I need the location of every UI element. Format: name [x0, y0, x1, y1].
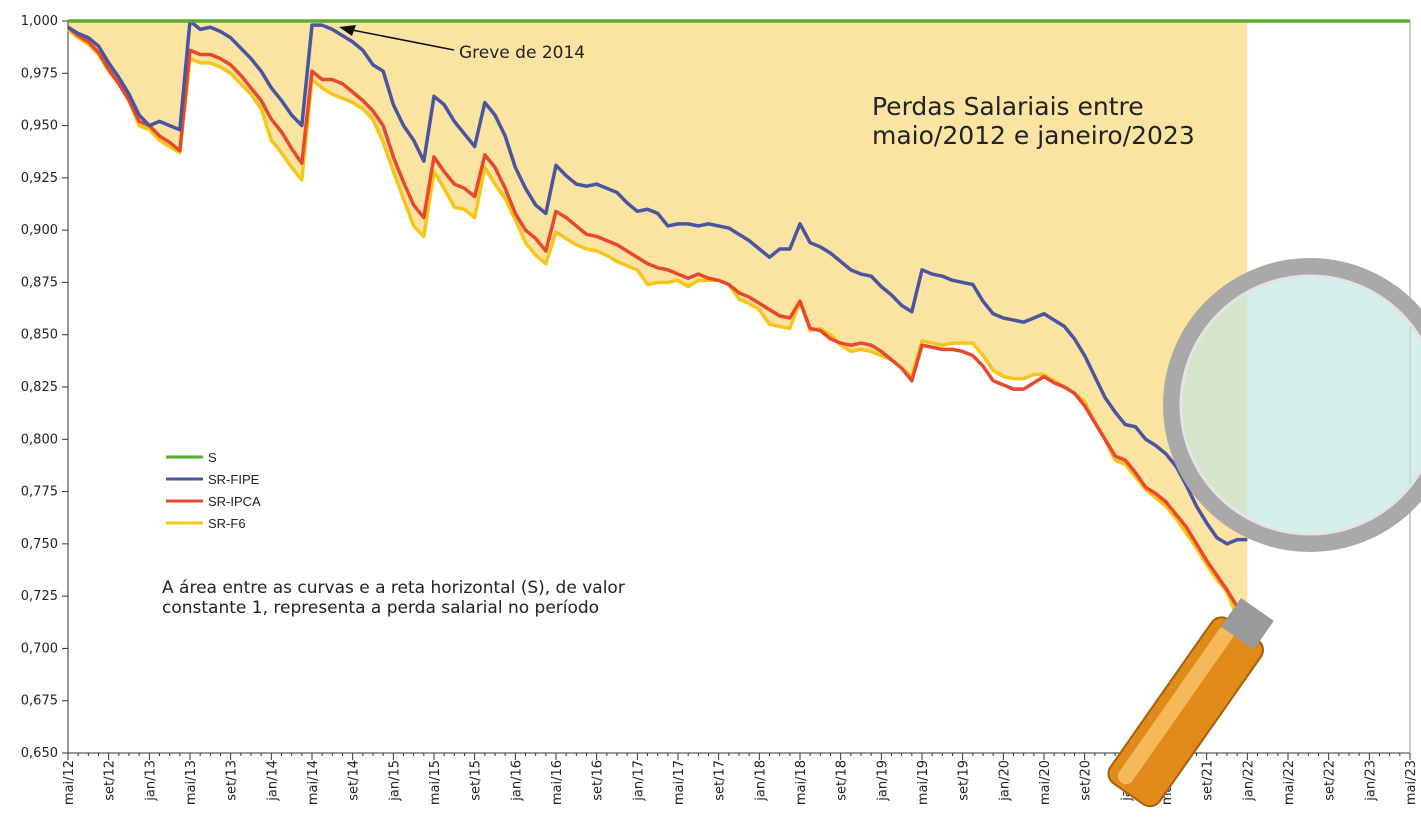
- y-tick-label: 0,875: [21, 275, 58, 290]
- x-tick-label: jan/17: [631, 760, 646, 802]
- handle-shine: [1118, 625, 1234, 785]
- note: A área entre as curvas e a reta horizont…: [162, 578, 625, 598]
- x-tick-label: set/14: [347, 760, 362, 801]
- y-tick-label: 0,775: [21, 485, 58, 500]
- x-tick-label: mai/17: [672, 760, 687, 805]
- magnifier: [1107, 258, 1421, 808]
- handle-neck: [1220, 597, 1274, 650]
- x-tick-label: mai/23: [1404, 760, 1419, 805]
- x-tick-label: jan/14: [265, 760, 280, 802]
- legend-label: SR-FIPE: [208, 472, 260, 487]
- y-tick-label: 0,925: [21, 171, 58, 186]
- series-line: [66, 25, 1249, 619]
- x-tick-label: set/18: [835, 760, 850, 801]
- x-tick-label: set/12: [103, 760, 118, 801]
- x-tick-label: mai/16: [550, 760, 565, 805]
- x-tick-label: jan/22: [1241, 760, 1256, 802]
- chart-title: Perdas Salariais entre: [872, 92, 1144, 121]
- x-tick-label: mai/18: [794, 760, 809, 805]
- annotation: Greve de 2014: [459, 43, 585, 63]
- x-tick-label: jan/19: [875, 760, 890, 802]
- x-tick-label: mai/20: [1038, 760, 1053, 805]
- x-tick-label: mai/12: [62, 760, 77, 805]
- x-tick-label: jan/15: [387, 760, 402, 802]
- x-tick-label: set/20: [1079, 760, 1094, 801]
- x-tick-label: set/16: [591, 760, 606, 801]
- legend-label: SR-IPCA: [208, 494, 261, 509]
- x-tick-label: jan/18: [753, 760, 768, 802]
- x-tick-label: set/13: [225, 760, 240, 801]
- x-tick-label: mai/13: [184, 760, 199, 805]
- magnifier-lens: [1163, 258, 1421, 552]
- x-tick-label: set/19: [957, 760, 972, 801]
- lens-rim: [1179, 274, 1421, 536]
- x-tick-label: mai/19: [916, 760, 931, 805]
- x-tick-label: jan/13: [143, 760, 158, 802]
- x-tick-label: jan/20: [997, 760, 1012, 802]
- y-tick-label: 0,750: [21, 537, 58, 552]
- annotation-arrow: [351, 29, 455, 51]
- series-line: [66, 28, 1249, 637]
- chart-title: maio/2012 e janeiro/2023: [872, 121, 1195, 150]
- y-tick-label: 0,650: [21, 746, 58, 761]
- y-tick-label: 0,700: [21, 641, 58, 656]
- x-tick-label: mai/14: [306, 760, 321, 805]
- y-tick-label: 0,900: [21, 223, 58, 238]
- x-tick-label: set/22: [1323, 760, 1338, 801]
- x-tick-label: set/21: [1201, 760, 1216, 801]
- y-tick-label: 0,975: [21, 66, 58, 81]
- y-tick-label: 0,825: [21, 380, 58, 395]
- x-tick-label: mai/15: [428, 760, 443, 805]
- y-tick-label: 0,725: [21, 589, 58, 604]
- y-tick-label: 1,000: [21, 14, 58, 29]
- series-line: [67, 19, 1248, 546]
- y-tick-label: 0,675: [21, 694, 58, 709]
- x-tick-label: jan/16: [509, 760, 524, 802]
- x-tick-label: mai/22: [1282, 760, 1297, 805]
- y-tick-label: 0,850: [21, 328, 58, 343]
- x-tick-label: jan/23: [1363, 760, 1378, 802]
- loss-area: [68, 21, 1248, 636]
- y-tick-label: 0,950: [21, 119, 58, 134]
- note: constante 1, representa a perda salarial…: [162, 598, 599, 618]
- y-tick-label: 0,800: [21, 432, 58, 447]
- legend-label: S: [208, 450, 217, 465]
- legend-label: SR-F6: [208, 516, 246, 531]
- arrow-head: [339, 25, 356, 36]
- x-tick-label: set/15: [469, 760, 484, 801]
- x-tick-label: set/17: [713, 760, 728, 801]
